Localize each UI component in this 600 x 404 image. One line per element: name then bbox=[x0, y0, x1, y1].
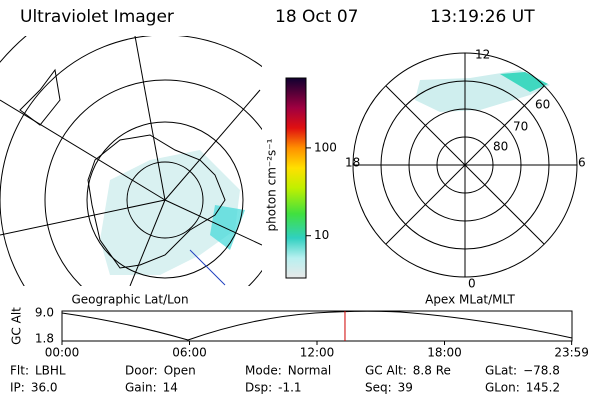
orbit-x-tick-label: 12:00 bbox=[300, 346, 335, 360]
lat-label: 70 bbox=[513, 120, 528, 134]
lat-label: 60 bbox=[535, 98, 550, 112]
instrument: Ultraviolet Imager bbox=[20, 7, 174, 27]
colorbar-unit: photon cm⁻²s⁻¹ bbox=[265, 138, 279, 231]
status-value: 8.8 Re bbox=[413, 364, 451, 378]
status-value: 14 bbox=[163, 381, 178, 395]
hour-label: 18 bbox=[345, 156, 360, 170]
status-label: IP: bbox=[10, 381, 25, 395]
geo-label: Geographic Lat/Lon bbox=[71, 293, 188, 307]
orbit-x-tick-label: 23:59 bbox=[554, 346, 589, 360]
polar-map bbox=[352, 52, 578, 278]
lat-label: 80 bbox=[493, 140, 508, 154]
hour-label: 12 bbox=[475, 48, 490, 62]
orbit-y-label: GC Alt bbox=[10, 307, 24, 345]
status-label: GLon: bbox=[485, 381, 520, 395]
status-label: GLat: bbox=[485, 364, 517, 378]
polar-label: Apex MLat/MLT bbox=[425, 293, 515, 307]
status-value: 145.2 bbox=[526, 381, 560, 395]
date: 18 Oct 07 bbox=[275, 7, 358, 27]
status-label: Dsp: bbox=[245, 381, 272, 395]
status-value: −78.8 bbox=[523, 364, 560, 378]
orbit-curve bbox=[61, 310, 573, 341]
colorbar bbox=[285, 77, 307, 279]
hour-label: 0 bbox=[468, 277, 476, 291]
status-label: Seq: bbox=[365, 381, 392, 395]
status-value: Normal bbox=[288, 364, 331, 378]
status-label: Mode: bbox=[245, 364, 282, 378]
orbit-frame bbox=[61, 310, 573, 342]
orbit-y-tick: 1.8 bbox=[35, 332, 54, 346]
colorbar-tick-label: 100 bbox=[314, 140, 337, 154]
status-value: Open bbox=[164, 364, 196, 378]
time: 13:19:26 UT bbox=[430, 7, 535, 27]
status-label: Flt: bbox=[10, 364, 29, 378]
orbit-x-tick-label: 06:00 bbox=[172, 346, 207, 360]
orbit-x-tick-label: 00:00 bbox=[45, 346, 80, 360]
status-value: 39 bbox=[398, 381, 413, 395]
status-label: Door: bbox=[125, 364, 158, 378]
colorbar-tick-label: 10 bbox=[314, 228, 329, 242]
orbit-y-tick: 9.0 bbox=[35, 306, 54, 320]
status-value: LBHL bbox=[35, 364, 66, 378]
status-label: GC Alt: bbox=[365, 364, 407, 378]
status-label: Gain: bbox=[125, 381, 157, 395]
status-value: 36.0 bbox=[31, 381, 58, 395]
orbit-x-tick-label: 18:00 bbox=[427, 346, 462, 360]
hour-label: 6 bbox=[578, 156, 586, 170]
geo-map bbox=[0, 36, 262, 286]
status-value: -1.1 bbox=[278, 381, 301, 395]
